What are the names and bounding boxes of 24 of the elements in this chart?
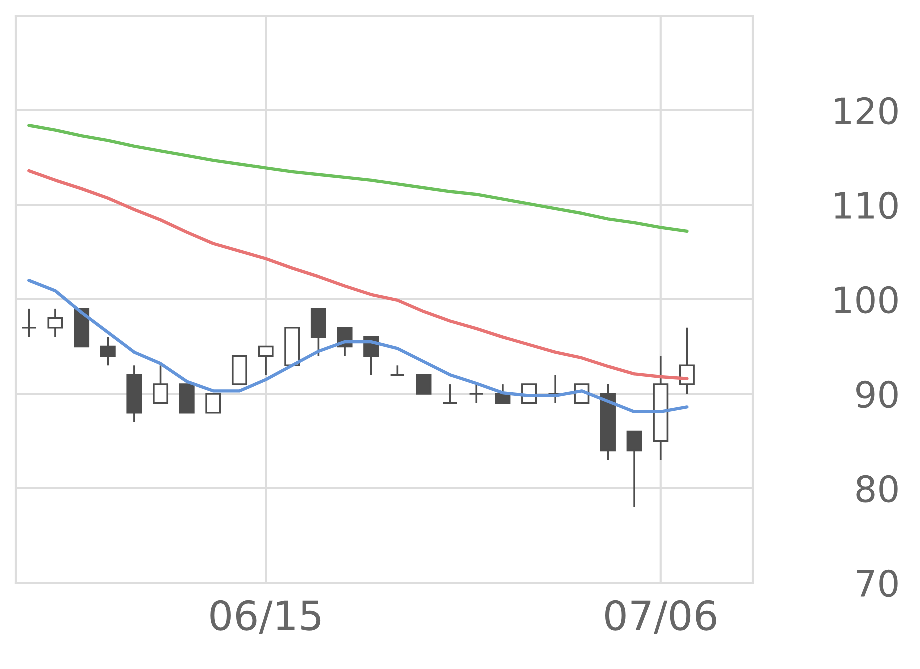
x-tick-label: 07/06 [605,600,716,634]
candlestick [442,384,458,404]
candlestick [416,374,432,395]
y-tick-label: 80 [856,475,898,503]
candlestick [48,308,64,338]
candlestick [206,393,222,414]
candlestick [626,430,642,508]
line-series [28,124,689,234]
candlestick [679,326,695,395]
line-series [28,279,689,414]
y-tick-label: 90 [856,380,898,408]
candlestick [468,384,484,404]
x-tick-label: 06/15 [210,600,321,634]
candlestick [390,364,406,376]
candlestick [548,374,564,404]
y-tick-label: 100 [835,286,898,314]
y-tick-label: 70 [857,570,898,598]
candlestick [495,384,511,404]
candlestick [153,364,169,404]
candlestick [258,346,274,376]
y-tick-label: 120 [835,97,898,125]
candlestick [100,336,116,367]
candlestick [21,308,37,338]
y-tick-label: 110 [835,192,898,220]
